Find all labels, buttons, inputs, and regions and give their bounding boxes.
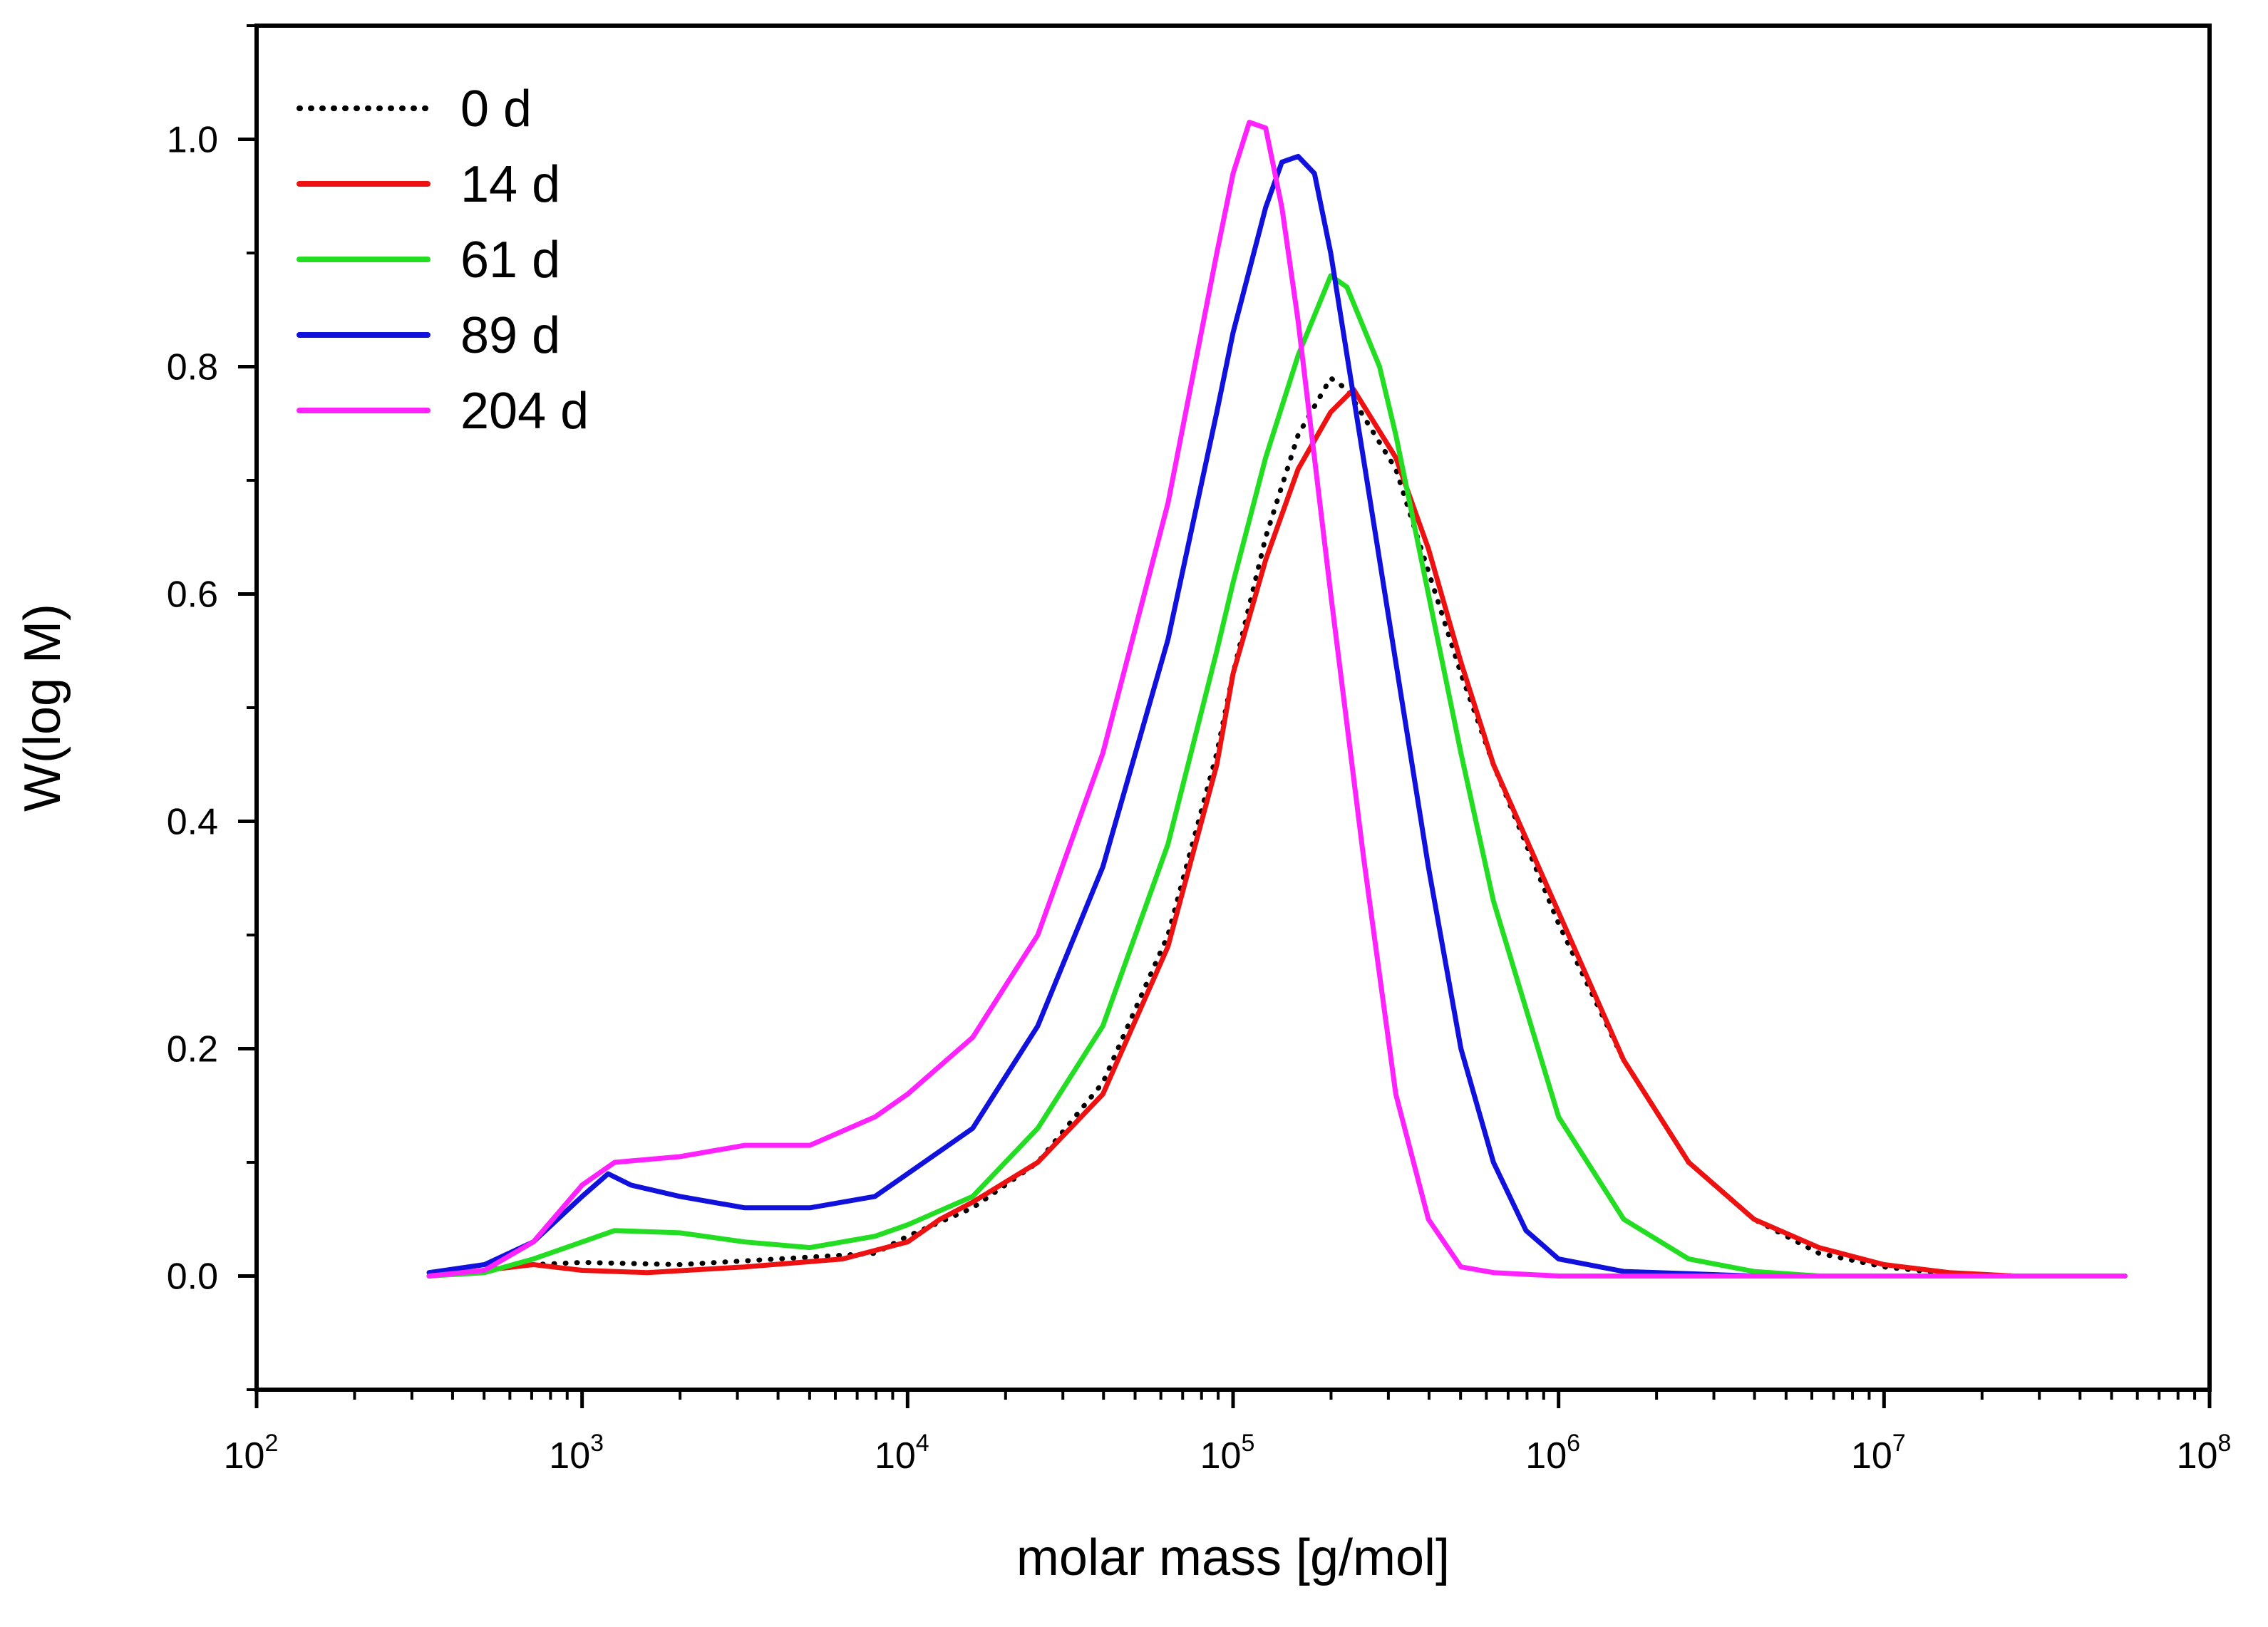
legend-label-2: 61 d	[460, 232, 560, 289]
x-tick-base: 10	[1851, 1435, 1892, 1477]
x-tick-label-0: 102	[224, 1430, 279, 1477]
y-axis-title: W(log M)	[14, 604, 71, 812]
series-line-61-d	[426, 273, 2128, 1279]
series-line-14-d	[426, 386, 2128, 1279]
x-tick-exponent: 2	[264, 1430, 278, 1457]
x-tick-exponent: 5	[1241, 1430, 1254, 1457]
series-line-89-d	[426, 153, 2128, 1279]
x-tick-exponent: 8	[2217, 1430, 2231, 1457]
x-tick-label-2: 104	[875, 1430, 929, 1477]
y-tick-label-1: 0.2	[167, 1029, 218, 1070]
legend-label-3: 89 d	[460, 307, 560, 364]
x-axis-title: molar mass [g/mol]	[1016, 1529, 1450, 1586]
y-tick-label-5: 1.0	[167, 120, 218, 161]
x-tick-base: 10	[549, 1435, 590, 1477]
y-tick-label-3: 0.6	[167, 574, 218, 616]
legend: 0 d 14 d 61 d 89 d 204 d	[297, 81, 589, 440]
legend-label-1: 14 d	[460, 156, 560, 213]
x-tick-exponent: 4	[916, 1430, 929, 1457]
series-line-204-d	[426, 120, 2128, 1279]
x-tick-exponent: 7	[1892, 1430, 1906, 1457]
x-tick-base: 10	[1200, 1435, 1242, 1477]
x-tick-label-4: 106	[1525, 1430, 1580, 1477]
x-tick-label-6: 108	[2177, 1430, 2232, 1477]
x-tick-label-5: 107	[1851, 1430, 1906, 1477]
series-layer	[426, 120, 2128, 1279]
legend-label-0: 0 d	[460, 81, 532, 138]
x-tick-base: 10	[1525, 1435, 1567, 1477]
plot-area	[254, 24, 2212, 1392]
series-line-0-d	[426, 376, 2128, 1279]
y-tick-label-4: 0.8	[167, 347, 218, 388]
x-tick-base: 10	[2177, 1435, 2218, 1477]
x-tick-exponent: 6	[1567, 1430, 1580, 1457]
x-tick-label-1: 103	[549, 1430, 604, 1477]
x-tick-base: 10	[875, 1435, 916, 1477]
x-tick-label-3: 105	[1200, 1430, 1255, 1477]
y-tick-label-0: 0.0	[167, 1256, 218, 1298]
x-tick-base: 10	[224, 1435, 265, 1477]
y-tick-label-2: 0.4	[167, 802, 218, 843]
x-tick-exponent: 3	[590, 1430, 604, 1457]
legend-label-4: 204 d	[460, 383, 589, 440]
